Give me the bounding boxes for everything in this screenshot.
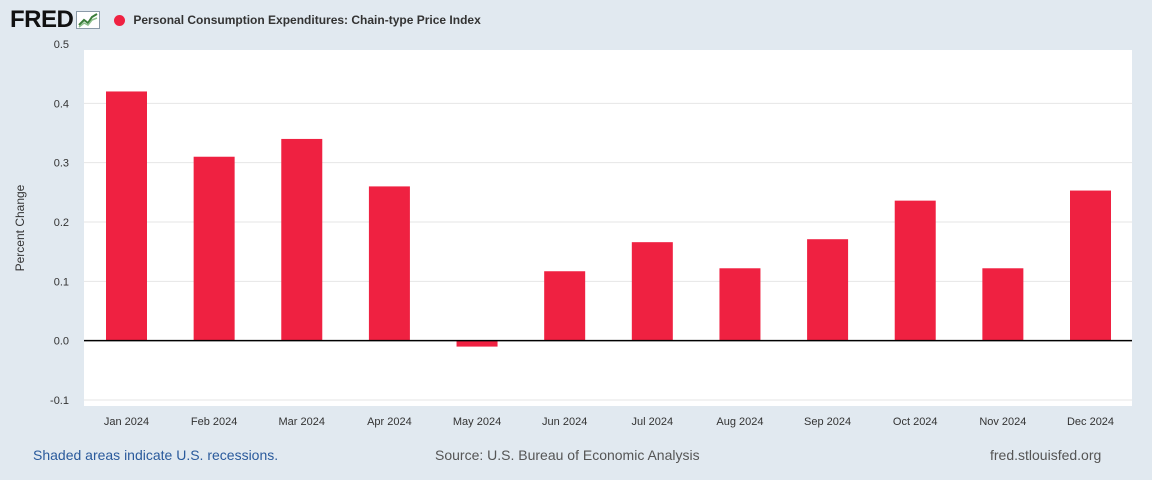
site-url[interactable]: fred.stlouisfed.org xyxy=(990,447,1102,463)
fred-logo[interactable]: FRED xyxy=(10,6,101,34)
plot-area xyxy=(84,50,1132,406)
bar-may-2024[interactable] xyxy=(456,340,498,347)
x-tick-label: Sep 2024 xyxy=(804,416,851,428)
logo-text: FRED xyxy=(10,6,74,33)
chart-header: FRED Personal Consumption Expenditures: … xyxy=(10,6,481,34)
x-tick-label: May 2024 xyxy=(453,416,501,428)
recession-note-link[interactable]: Shaded areas indicate U.S. recessions. xyxy=(33,447,279,463)
y-tick-label: 0.1 xyxy=(54,276,69,288)
bar-aug-2024[interactable] xyxy=(719,268,761,341)
x-tick-label: Oct 2024 xyxy=(893,416,938,428)
bar-feb-2024[interactable] xyxy=(193,156,235,341)
x-tick-label: Jan 2024 xyxy=(104,416,149,428)
x-tick-label: Mar 2024 xyxy=(279,416,325,428)
bar-chart: -0.1 0.0 0.1 0.2 0.3 0.4 0.5 Jan 2024 Feb 2024 M… xyxy=(50,39,1132,428)
y-tick-label: 0.2 xyxy=(54,217,69,229)
bar-mar-2024[interactable] xyxy=(281,138,323,341)
x-tick-label: Jul 2024 xyxy=(632,416,674,428)
x-tick-label: Feb 2024 xyxy=(191,416,237,428)
bar-apr-2024[interactable] xyxy=(368,186,410,341)
bar-nov-2024[interactable] xyxy=(982,268,1024,341)
y-tick-label: 0.0 xyxy=(54,336,69,348)
bar-jul-2024[interactable] xyxy=(631,242,673,341)
x-tick-label: Aug 2024 xyxy=(716,416,763,428)
chart-trend-icon xyxy=(76,11,101,29)
x-tick-label: Nov 2024 xyxy=(979,416,1026,428)
bar-jun-2024[interactable] xyxy=(544,271,586,341)
bar-sep-2024[interactable] xyxy=(807,239,849,341)
y-tick-label: 0.5 xyxy=(54,39,69,51)
legend-series-title[interactable]: Personal Consumption Expenditures: Chain… xyxy=(133,13,481,27)
y-tick-label: 0.3 xyxy=(54,158,69,170)
x-tick-label: Dec 2024 xyxy=(1067,416,1114,428)
source-text: Source: U.S. Bureau of Economic Analysis xyxy=(435,447,700,463)
x-tick-label: Apr 2024 xyxy=(367,416,412,428)
bar-dec-2024[interactable] xyxy=(1070,190,1111,341)
bar-oct-2024[interactable] xyxy=(894,200,936,341)
y-tick-label: -0.1 xyxy=(50,395,69,407)
x-tick-label: Jun 2024 xyxy=(542,416,587,428)
bar-jan-2024[interactable] xyxy=(106,91,147,341)
y-tick-label: 0.4 xyxy=(54,98,69,110)
legend-marker xyxy=(114,14,126,26)
